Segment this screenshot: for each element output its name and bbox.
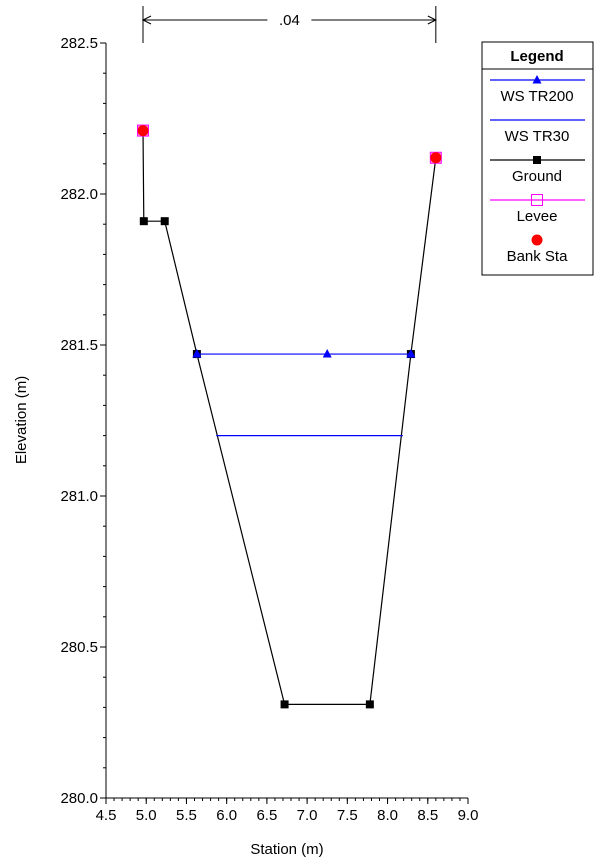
- manning-n-indicator: .04: [141, 6, 437, 43]
- data-point-ground: [280, 700, 289, 709]
- legend-swatch-marker: [532, 75, 542, 84]
- x-tick-label: 7.0: [297, 807, 318, 824]
- legend-swatch-marker: [533, 156, 541, 164]
- x-tick-label: 5.0: [136, 807, 157, 824]
- data-point-ws-tr200: [406, 349, 416, 358]
- data-point-ws-tr200: [322, 349, 332, 358]
- data-point-bank-sta: [137, 125, 149, 137]
- legend-label: Ground: [512, 168, 562, 185]
- x-tick-label: 6.0: [216, 807, 237, 824]
- data-point-ground: [365, 700, 374, 709]
- legend-label: Levee: [517, 208, 558, 225]
- series-layer: [137, 124, 442, 709]
- legend-title: Legend: [510, 48, 563, 65]
- legend-swatch-marker: [531, 194, 543, 206]
- data-point-ground: [160, 217, 169, 226]
- x-tick-label: 9.0: [458, 807, 479, 824]
- data-point-ground: [139, 217, 148, 226]
- y-tick-label: 281.5: [60, 337, 98, 354]
- y-tick-label: 282.0: [60, 186, 98, 203]
- legend-item-ws-tr30: WS TR30: [490, 119, 585, 145]
- y-tick-label: 280.5: [60, 639, 98, 656]
- legend-label: WS TR30: [505, 128, 570, 145]
- series-ground: [139, 126, 440, 709]
- x-tick-label: 6.5: [256, 807, 277, 824]
- series-ws-tr200: [192, 349, 416, 358]
- y-tick-label: 282.5: [60, 35, 98, 52]
- y-tick-label: 281.0: [60, 488, 98, 505]
- manning-arrowhead-right: [427, 15, 437, 25]
- legend-item-ground: Ground: [490, 156, 585, 185]
- y-axis-title: Elevation (m): [13, 376, 30, 464]
- data-point-bank-sta: [430, 152, 442, 164]
- x-tick-label: 5.5: [176, 807, 197, 824]
- legend-item-bank-sta: Bank Sta: [507, 234, 569, 265]
- legend-swatch-marker: [531, 234, 543, 246]
- x-axis-title: Station (m): [250, 841, 323, 858]
- x-tick-label: 7.5: [337, 807, 358, 824]
- legend-label: WS TR200: [500, 88, 573, 105]
- manning-n-label: .04: [279, 12, 300, 29]
- y-ticks: 280.0 280.5 281.0 281.5 282.0 282.5: [60, 35, 106, 807]
- series-bank-sta: [137, 125, 442, 164]
- series-levee: [137, 124, 442, 164]
- series-line-ground: [142, 130, 437, 705]
- legend-label: Bank Sta: [507, 248, 569, 265]
- legend-item-ws-tr200: WS TR200: [490, 75, 585, 105]
- x-tick-label: 8.5: [417, 807, 438, 824]
- data-point-ws-tr200: [192, 349, 202, 358]
- x-ticks: 4.5 5.0 5.5 6.0 6.5 7.0 7.5 8.0 8.5 9.0: [96, 798, 479, 824]
- legend-items: WS TR200 WS TR30 Ground Levee Bank Sta: [490, 75, 585, 265]
- x-tick-label: 4.5: [96, 807, 117, 824]
- y-tick-label: 280.0: [60, 790, 98, 807]
- legend: Legend WS TR200 WS TR30 Ground Levee Bank St…: [481, 41, 594, 276]
- legend-item-levee: Levee: [490, 194, 585, 225]
- axes: [105, 43, 468, 799]
- x-tick-label: 8.0: [377, 807, 398, 824]
- manning-arrowhead-left: [141, 15, 152, 25]
